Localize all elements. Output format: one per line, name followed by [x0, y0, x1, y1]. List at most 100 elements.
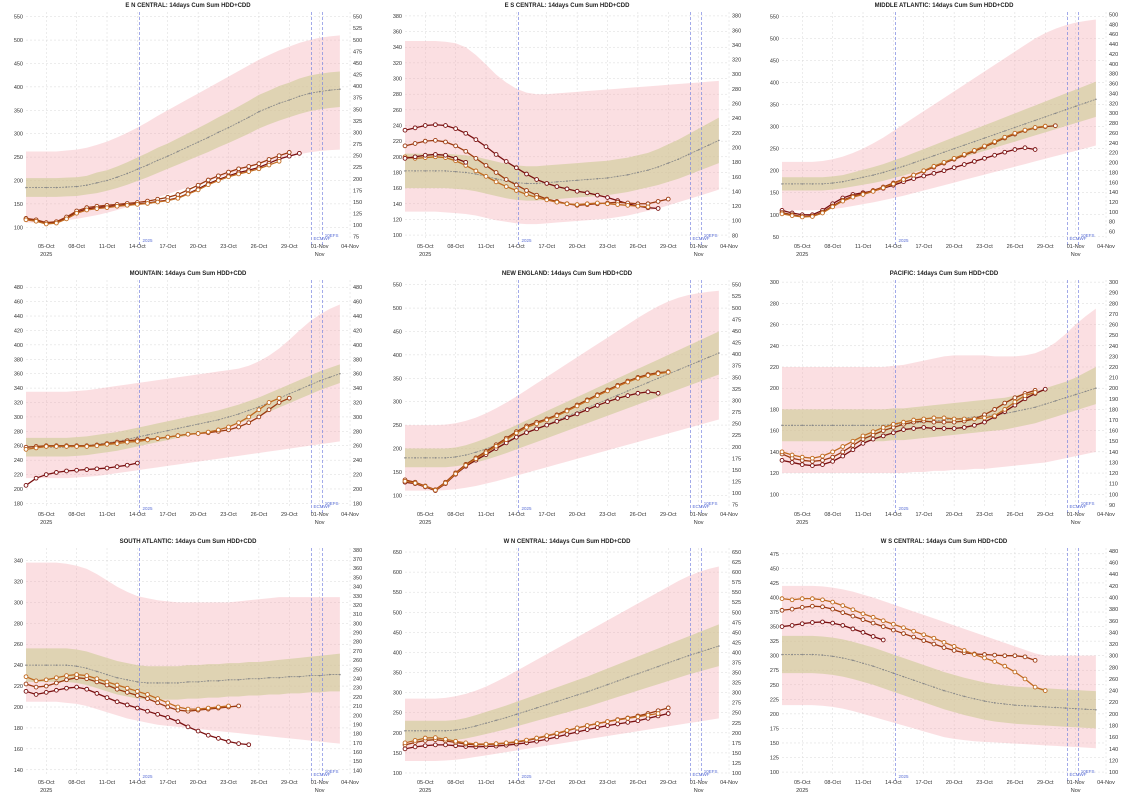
series-point [135, 705, 140, 711]
y-tick-left: 360 [393, 30, 402, 36]
mean-point [227, 679, 230, 681]
x-tick: 26-Oct [251, 512, 268, 518]
series-point [799, 596, 805, 601]
series-point [891, 621, 896, 627]
x-tick: 11-Oct [478, 512, 495, 518]
series-point [860, 617, 866, 622]
y-tick-right: 425 [353, 73, 362, 79]
mean-point [983, 700, 986, 702]
y-tick-left: 150 [14, 202, 23, 208]
mean-point [973, 140, 976, 143]
y-tick-right: 475 [732, 317, 741, 323]
series-point [961, 152, 967, 157]
y-tick-left: 300 [393, 77, 402, 83]
series-point [205, 182, 211, 188]
y-tick-right: 600 [732, 570, 741, 576]
series-point [534, 735, 539, 741]
series-point [23, 483, 29, 488]
mean-point [454, 456, 457, 458]
x-tick: 01-Nov [311, 512, 329, 518]
y-tick-right: 650 [732, 550, 741, 556]
y-tick-left: 200 [14, 705, 23, 711]
y-tick-right: 280 [1109, 665, 1118, 671]
series-point [236, 420, 241, 426]
y-tick-left: 350 [393, 376, 402, 382]
mean-point [626, 390, 629, 392]
mean-point [902, 675, 905, 678]
series-point [544, 733, 550, 738]
series-point [473, 156, 479, 161]
y-tick-left: 550 [393, 283, 402, 289]
series-point [104, 679, 110, 685]
mean-point [781, 183, 783, 185]
series-point [544, 417, 550, 423]
series-point [799, 454, 805, 460]
series-point [266, 400, 272, 405]
series-point [1002, 134, 1008, 140]
series-point [422, 152, 428, 158]
y-tick-left: 425 [770, 581, 779, 587]
series-point [1032, 657, 1038, 663]
series-point [84, 686, 90, 692]
band-inner [26, 71, 340, 197]
y-tick-left: 380 [393, 14, 402, 20]
x-tick: 20-Oct [946, 244, 963, 250]
x-tick: 20-Oct [946, 780, 963, 786]
series-point [43, 444, 49, 449]
mean-point [566, 697, 568, 700]
y-tick-left: 260 [14, 444, 23, 450]
vline-label: 10EFS [704, 501, 718, 506]
series-point [534, 195, 539, 200]
y-tick-left: 300 [14, 132, 23, 138]
x-tick: 23-Oct [976, 244, 993, 250]
mean-point [166, 682, 169, 684]
y-tick-right: 240 [353, 677, 362, 683]
climatology-mean-line [405, 645, 719, 732]
mean-point [126, 679, 129, 681]
vline-label: 10EFS [704, 233, 718, 238]
mean-point [811, 424, 814, 427]
vline-label: 2025 [142, 238, 153, 243]
series-point [433, 487, 438, 493]
y-tick-left: 300 [393, 691, 402, 697]
y-tick-right: 400 [1109, 595, 1118, 601]
series-point [544, 422, 550, 428]
series-point [1022, 393, 1028, 398]
series-point [276, 158, 282, 164]
mean-point [882, 171, 885, 174]
y-tick-right: 425 [732, 640, 741, 646]
x-tick: 29-Oct [281, 780, 298, 786]
y-tick-right: 450 [353, 61, 362, 67]
mean-point [187, 681, 189, 683]
series-point [124, 702, 130, 708]
series-point [175, 704, 181, 710]
mean-point [106, 179, 108, 182]
series-point [33, 218, 39, 224]
y-tick-right: 290 [1109, 291, 1118, 297]
mean-point [852, 178, 854, 181]
y-tick-right: 250 [353, 154, 362, 160]
chart-panel: W N CENTRAL: 14days Cum Sum HDD+CDD 2025 1… [379, 536, 755, 801]
series-point [453, 471, 458, 477]
x-tick: 04-Nov [720, 512, 738, 518]
series-point [665, 196, 671, 202]
y-tick-right: 225 [732, 433, 741, 439]
series-point [799, 462, 805, 467]
y-tick-left: 440 [14, 314, 23, 320]
mean-point [993, 133, 996, 136]
series-point [901, 177, 906, 182]
series-point [860, 192, 866, 197]
series-point [860, 433, 866, 439]
y-tick-right: 125 [732, 480, 741, 486]
x-tick: 29-Oct [1037, 512, 1054, 518]
y-tick-left: 250 [14, 155, 23, 161]
series-point [911, 628, 916, 634]
series-point [779, 457, 785, 463]
x-tick: 26-Oct [630, 512, 647, 518]
y-tick-right: 325 [353, 119, 362, 125]
x-tick: 01-Nov [1067, 512, 1085, 518]
x-tick: 29-Oct [660, 244, 677, 250]
mean-point [298, 388, 301, 391]
y-tick-left: 100 [770, 213, 779, 219]
series-point [412, 480, 418, 486]
